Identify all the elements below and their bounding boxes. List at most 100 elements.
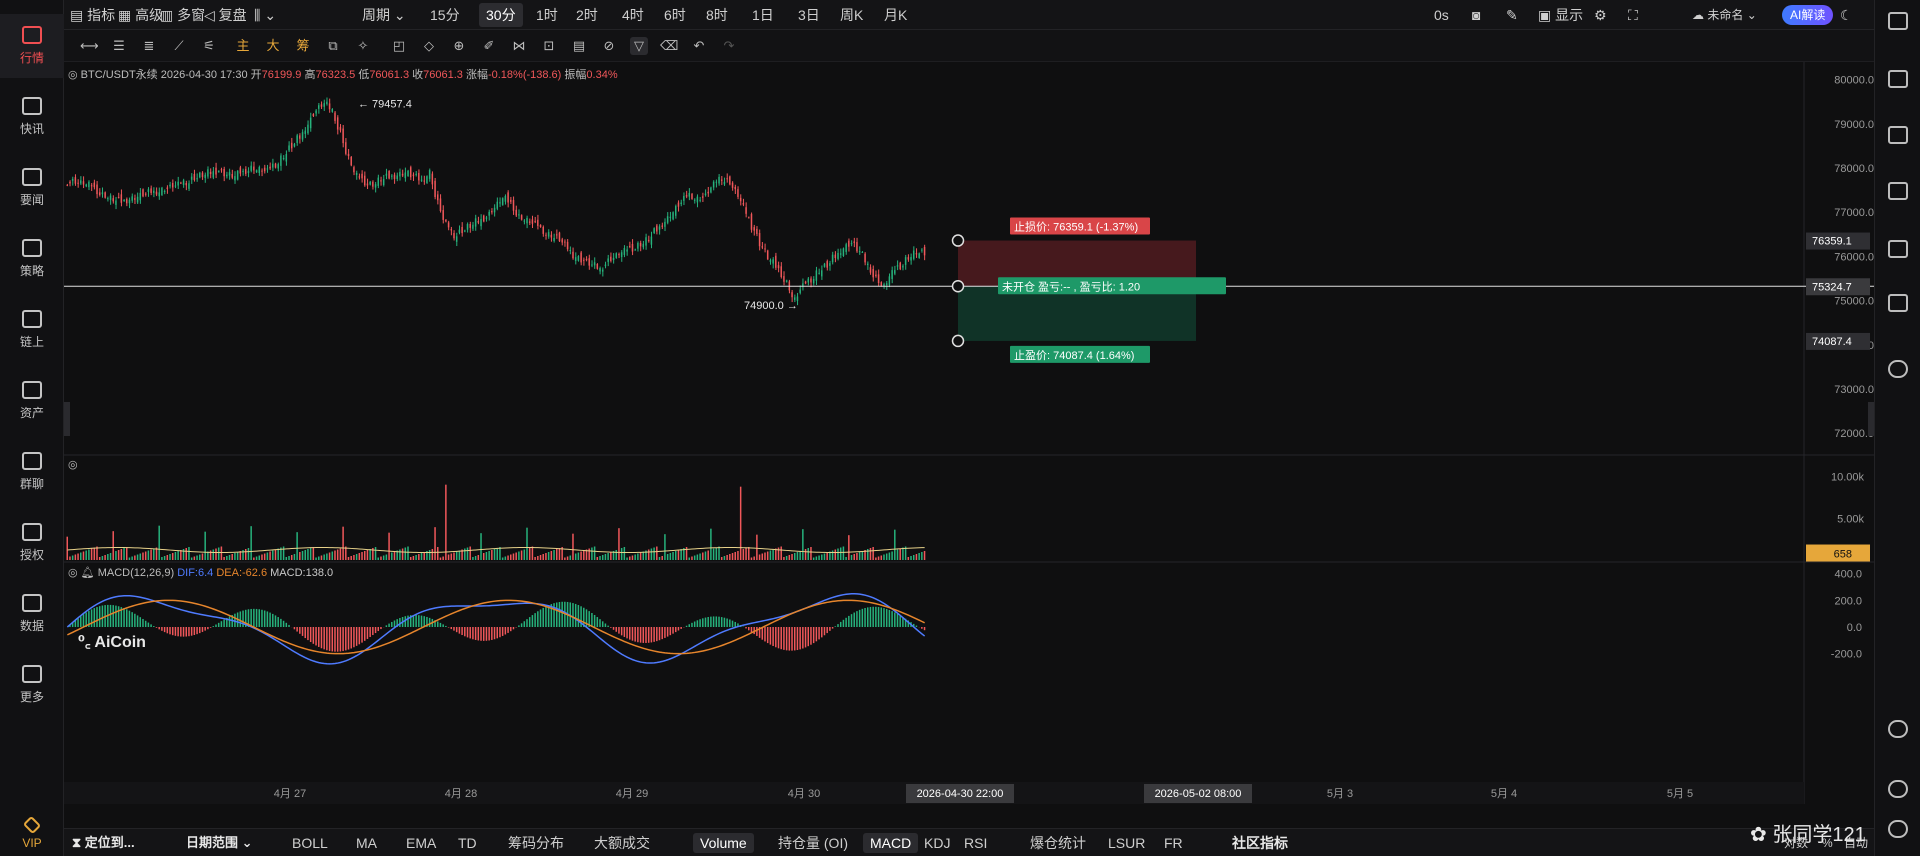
interval-6[interactable]: 8时	[706, 7, 728, 23]
nav-item-7[interactable]: 授权	[0, 511, 64, 575]
ray-line-icon[interactable]: ⟷	[80, 38, 99, 53]
copy-icon[interactable]: ⧉	[328, 38, 338, 53]
big-order-toggle[interactable]: 大	[266, 38, 280, 53]
template-icon[interactable]: ▤	[572, 38, 586, 53]
interval-9[interactable]: 周K	[840, 7, 864, 23]
refresh-icon[interactable]	[1888, 780, 1908, 798]
interval-10[interactable]: 月K	[884, 7, 908, 23]
chart-canvas[interactable]: 80000.0 79000.0 78000.0 77000.0 76000.0 75000…	[64, 62, 1874, 804]
nav-item-9[interactable]: 更多	[0, 653, 64, 717]
macd-eye-icon[interactable]: ◎	[68, 567, 78, 579]
nav-item-4[interactable]: 链上	[0, 298, 64, 362]
filter-icon[interactable]: ▽	[630, 37, 648, 55]
nav-item-8[interactable]: 数据	[0, 582, 64, 646]
indicator-tab-2[interactable]: EMA	[406, 835, 437, 851]
main-chart-toggle[interactable]: 主	[236, 38, 250, 53]
interval-7[interactable]: 1日	[752, 7, 774, 23]
replay-button[interactable]: ◁ 复盘	[204, 7, 247, 23]
zoom-icon[interactable]: ⊕	[453, 38, 465, 53]
magic-icon[interactable]: ✧	[357, 38, 369, 53]
chart-area[interactable]: 80000.0 79000.0 78000.0 77000.0 76000.0 75000…	[64, 62, 1874, 804]
lock-icon[interactable]: ⊡	[543, 38, 555, 53]
headset-icon[interactable]	[1888, 820, 1908, 838]
log-scale-toggle[interactable]: 对数	[1784, 836, 1809, 850]
chart-type-button[interactable]: ⫼ ⌄	[254, 0, 276, 30]
bot-icon[interactable]	[1888, 720, 1908, 738]
trend-up-icon[interactable]	[1888, 126, 1908, 144]
advanced-button[interactable]: ▦ 高级	[118, 7, 164, 23]
volume-eye-icon[interactable]: ◎	[68, 459, 78, 471]
pencil-edit-icon[interactable]	[1888, 70, 1908, 88]
indicator-tab-12[interactable]: LSUR	[1108, 835, 1146, 851]
nav-item-2[interactable]: 要闻	[0, 156, 64, 220]
date-range-dropdown[interactable]: 日期范围 ⌄	[186, 835, 253, 850]
indicator-tab-13[interactable]: FR	[1164, 835, 1183, 851]
indicator-tab-5[interactable]: 大额成交	[594, 835, 650, 851]
trend-line-icon[interactable]: ⟋	[174, 38, 184, 53]
nav-item-5[interactable]: 资产	[0, 369, 64, 433]
interval-8[interactable]: 3日	[798, 7, 820, 23]
fullscreen-icon[interactable]: ⛶	[1628, 7, 1638, 23]
undo-icon[interactable]: ↶	[693, 38, 705, 53]
indicator-tab-11[interactable]: 爆仓统计	[1030, 835, 1086, 851]
indicator-tab-4[interactable]: 筹码分布	[508, 835, 564, 851]
nav-item-3[interactable]: 策略	[0, 227, 64, 291]
left-collapse-handle[interactable]	[64, 402, 70, 436]
candle-body	[82, 181, 85, 185]
link-icon[interactable]: ⊘	[603, 38, 615, 53]
moon-icon[interactable]: ☾	[1840, 7, 1853, 23]
pencil-icon[interactable]: ✎	[1506, 7, 1518, 23]
indicator-tab-14[interactable]: 社区指标	[1232, 835, 1288, 851]
chart-icon[interactable]	[1888, 182, 1908, 200]
ai-explain-button[interactable]: AI解读	[1782, 5, 1834, 25]
settings-icon[interactable]: ⚙	[1594, 7, 1607, 23]
interval-0[interactable]: 15分	[430, 7, 460, 23]
indicator-tab-6[interactable]: Volume	[693, 833, 754, 853]
interval-2[interactable]: 1时	[536, 7, 558, 23]
etf-icon[interactable]	[1888, 240, 1908, 258]
indicator-tab-1[interactable]: MA	[356, 835, 377, 851]
indicator-button[interactable]: ▤ 指标	[70, 7, 116, 23]
trash-icon[interactable]: ⌫	[660, 38, 679, 53]
interval-3[interactable]: 2时	[576, 7, 598, 23]
nav-item-6[interactable]: 群聊	[0, 440, 64, 504]
display-button[interactable]: ▣ 显示	[1538, 7, 1584, 23]
chip-toggle[interactable]: 筹	[296, 38, 310, 53]
indicator-tab-9[interactable]: KDJ	[924, 835, 951, 851]
camera-icon[interactable]: ◙	[1472, 7, 1481, 23]
robot-assistant-icon[interactable]	[1888, 294, 1908, 312]
note-icon[interactable]: ◰	[392, 38, 406, 53]
interval-4[interactable]: 4时	[622, 7, 644, 23]
indicator-tab-3[interactable]: TD	[458, 835, 477, 851]
bell-icon[interactable]: 🔔︎	[80, 567, 95, 579]
nav-item-0[interactable]: 行情	[0, 14, 64, 78]
ruler-icon[interactable]: ◇	[424, 38, 434, 53]
percent-scale-toggle[interactable]: %	[1822, 836, 1833, 850]
horizontal-lines-icon[interactable]: ☰	[113, 38, 125, 53]
redo-icon[interactable]: ↷	[723, 38, 735, 53]
magnet-icon[interactable]: ⋈	[512, 38, 526, 53]
indicator-tab-8[interactable]: MACD	[863, 833, 919, 853]
brush-icon[interactable]: ✐	[483, 38, 495, 53]
legend-eye-icon[interactable]: ◎	[68, 69, 78, 81]
volume-bar	[377, 557, 380, 560]
right-collapse-handle[interactable]	[1868, 402, 1874, 436]
parallel-lines-icon[interactable]: ≣	[143, 38, 155, 53]
indicator-tab-7[interactable]: 持仓量 (OI)	[778, 835, 848, 851]
interval-5[interactable]: 6时	[664, 7, 686, 23]
exchange-icon[interactable]	[1888, 360, 1908, 378]
multi-window-button[interactable]: ▥ 多窗	[160, 7, 206, 23]
locate-button[interactable]: ⧗ 定位到...	[72, 835, 135, 850]
account-dropdown[interactable]: ☁ 未命名 ⌄	[1692, 8, 1757, 22]
indicator-tab-10[interactable]: RSI	[964, 835, 988, 851]
nav-item-10[interactable]: VIP	[0, 812, 64, 856]
candle-body	[155, 191, 158, 195]
copy-layout-icon[interactable]	[1888, 12, 1908, 30]
indicator-tab-0[interactable]: BOLL	[292, 835, 328, 851]
fib-icon[interactable]: ⚟	[203, 38, 215, 53]
period-dropdown[interactable]: 周期 ⌄	[362, 7, 406, 23]
auto-scale-toggle[interactable]: 自动	[1844, 836, 1869, 850]
interval-1[interactable]: 30分	[479, 3, 523, 27]
nav-item-1[interactable]: 快讯	[0, 85, 64, 149]
volume-bar	[856, 553, 858, 560]
